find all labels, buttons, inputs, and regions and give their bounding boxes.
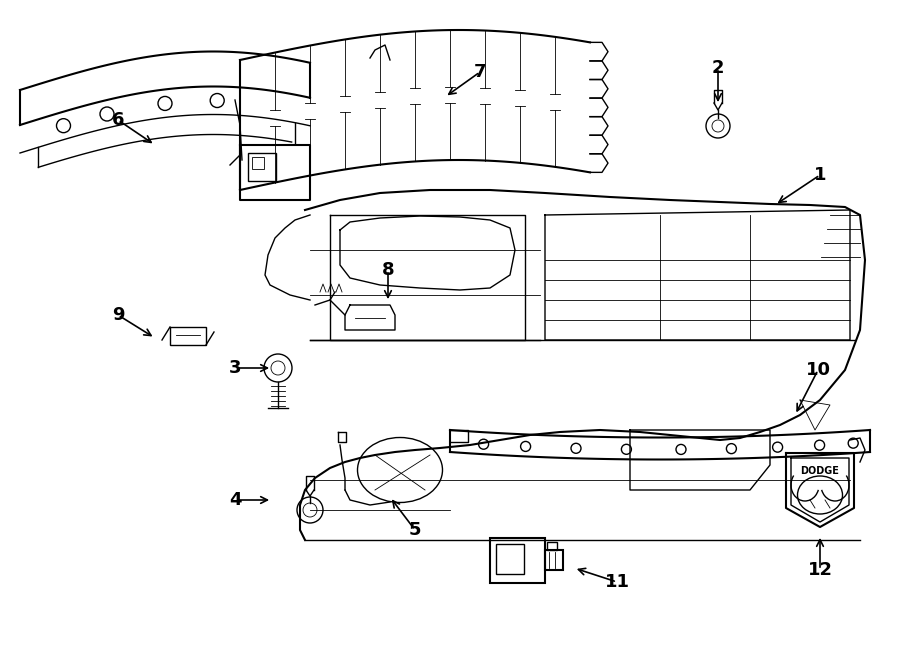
Text: 9: 9: [112, 306, 124, 324]
Text: DODGE: DODGE: [801, 466, 840, 476]
Text: 1: 1: [814, 166, 826, 184]
Text: 8: 8: [382, 261, 394, 279]
Text: 7: 7: [473, 63, 486, 81]
Text: 2: 2: [712, 59, 724, 77]
Text: 11: 11: [605, 573, 629, 591]
Text: 6: 6: [112, 111, 124, 129]
Text: 4: 4: [229, 491, 241, 509]
Text: 5: 5: [409, 521, 421, 539]
Text: 3: 3: [229, 359, 241, 377]
Text: 12: 12: [807, 561, 833, 579]
Text: 10: 10: [806, 361, 831, 379]
